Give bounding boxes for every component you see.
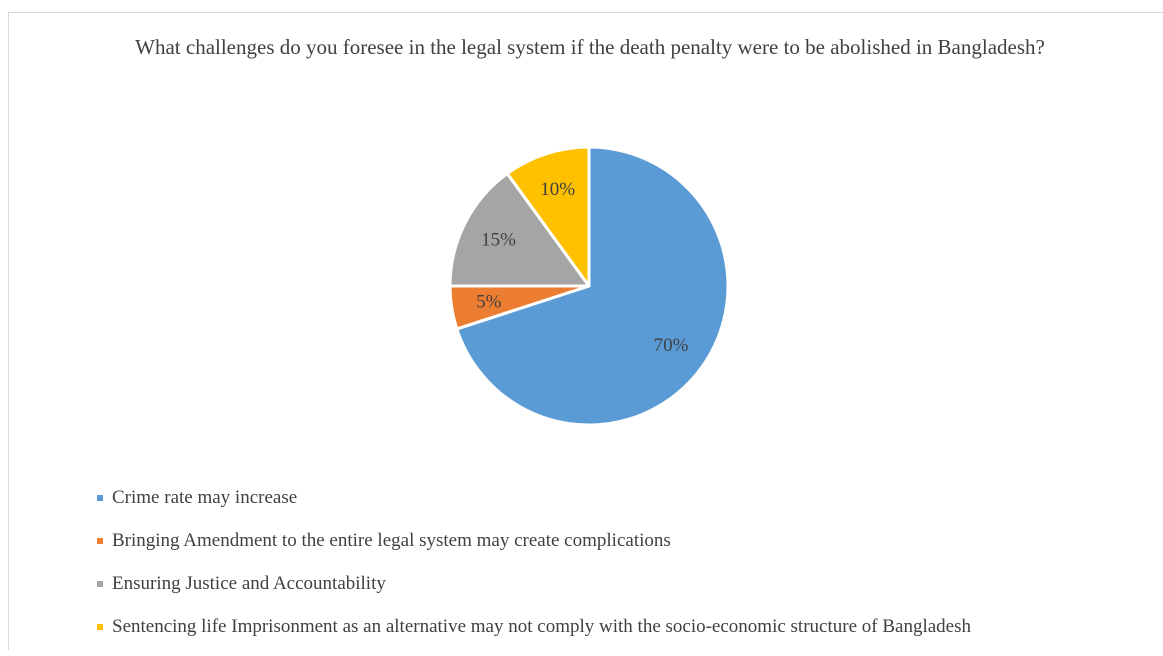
legend-label: Sentencing life Imprisonment as an alter… — [112, 616, 971, 637]
legend-item-amendment: Bringing Amendment to the entire legal s… — [97, 527, 971, 555]
data-label: 5% — [476, 291, 502, 312]
data-label: 70% — [654, 335, 689, 356]
legend-swatch — [97, 581, 103, 587]
data-label: 10% — [540, 179, 575, 200]
pie-slice — [448, 172, 591, 288]
chart-title: What challenges do you foresee in the le… — [135, 35, 1045, 59]
pie-slice — [455, 145, 730, 427]
legend-item-life-imprisonment: Sentencing life Imprisonment as an alter… — [97, 613, 971, 641]
legend-label: Crime rate may increase — [112, 487, 298, 508]
legend-item-justice: Ensuring Justice and Accountability — [97, 570, 971, 598]
legend-label: Bringing Amendment to the entire legal s… — [112, 530, 671, 551]
legend: Crime rate may increase Bringing Amendme… — [97, 484, 971, 656]
legend-label: Ensuring Justice and Accountability — [112, 573, 386, 594]
legend-swatch — [97, 495, 103, 501]
data-label: 15% — [481, 229, 516, 250]
legend-swatch — [97, 624, 103, 630]
legend-swatch — [97, 538, 103, 544]
chart-area — [8, 12, 1163, 650]
legend-item-crime-rate: Crime rate may increase — [97, 484, 971, 512]
pie-slice — [505, 145, 591, 288]
